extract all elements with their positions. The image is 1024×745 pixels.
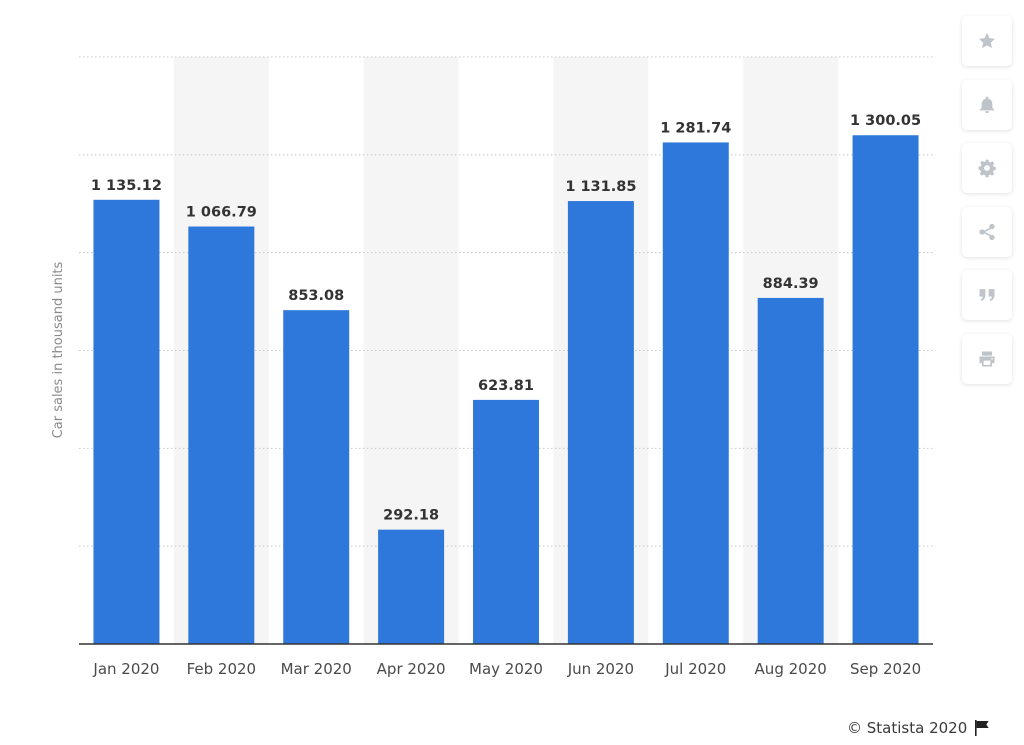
bar xyxy=(283,310,350,644)
star-icon xyxy=(979,33,995,49)
print-icon xyxy=(979,351,995,366)
bars xyxy=(93,135,919,644)
bar xyxy=(473,399,539,644)
x-tick-labels: Jan 2020 Feb 2020 Mar 2020 Apr 2020 May 2020… xyxy=(92,660,921,678)
toolbar xyxy=(962,16,1012,397)
value-label: 1 300.05 xyxy=(850,113,921,129)
bar xyxy=(378,529,445,644)
gear-icon xyxy=(978,159,996,178)
bar xyxy=(757,297,824,644)
bell-icon xyxy=(979,96,995,113)
x-tick-label: Jan 2020 xyxy=(92,660,159,678)
bar xyxy=(662,142,729,644)
credit-text: © Statista 2020 xyxy=(847,719,968,737)
value-label: 1 135.12 xyxy=(91,178,162,194)
bar xyxy=(852,135,919,644)
copyright-credit[interactable]: © Statista 2020 xyxy=(847,719,991,737)
x-tick-label: Jun 2020 xyxy=(567,660,634,678)
x-tick-label: Apr 2020 xyxy=(377,660,446,678)
x-tick-label: Mar 2020 xyxy=(281,660,352,678)
value-label: 1 281.74 xyxy=(660,120,731,136)
value-label: 884.39 xyxy=(763,276,819,292)
y-axis-title: Car sales in thousand units xyxy=(51,261,66,438)
bar xyxy=(188,226,255,644)
value-label: 853.08 xyxy=(288,288,344,304)
value-labels: 1 135.12 1 066.79 853.08 292.18 623.81 1 131.… xyxy=(91,113,921,523)
value-label: 1 131.85 xyxy=(565,179,636,195)
share-button[interactable] xyxy=(962,206,1012,257)
share-icon xyxy=(979,223,995,240)
flag-icon xyxy=(975,720,989,736)
x-tick-label: Aug 2020 xyxy=(755,660,827,678)
settings-button[interactable] xyxy=(962,143,1012,193)
x-tick-label: May 2020 xyxy=(469,660,543,678)
cite-button[interactable] xyxy=(962,270,1012,320)
quote-icon xyxy=(979,289,995,301)
x-tick-label: Feb 2020 xyxy=(187,660,257,678)
print-button[interactable] xyxy=(962,333,1012,384)
bar xyxy=(93,199,160,644)
value-label: 292.18 xyxy=(383,508,439,524)
bar-chart: 1 135.12 1 066.79 853.08 292.18 623.81 1 131.… xyxy=(51,56,933,678)
value-label: 1 066.79 xyxy=(186,205,257,221)
x-tick-label: Jul 2020 xyxy=(664,660,726,678)
bar xyxy=(567,201,634,644)
favorite-button[interactable] xyxy=(962,16,1012,66)
notification-button[interactable] xyxy=(962,79,1012,130)
x-tick-label: Sep 2020 xyxy=(850,660,921,678)
value-label: 623.81 xyxy=(478,378,534,394)
